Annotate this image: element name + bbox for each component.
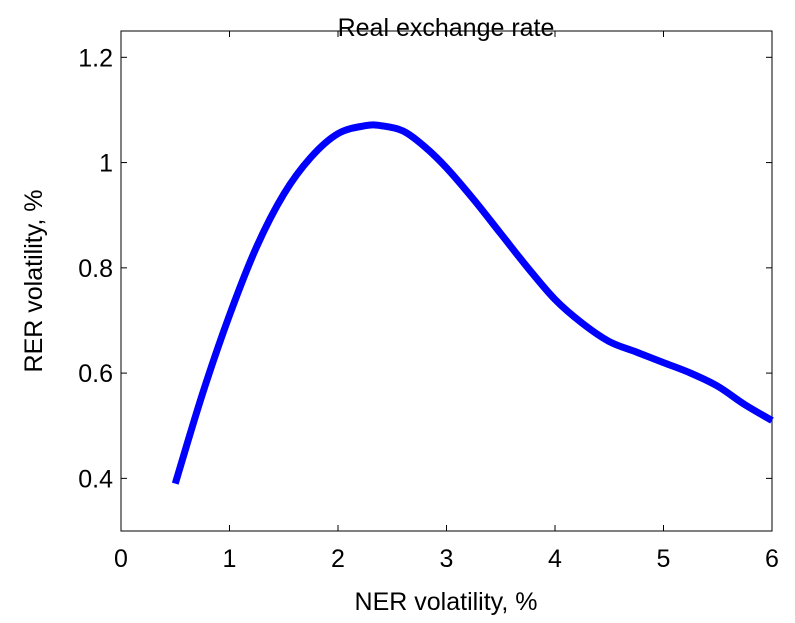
x-tick-label: 3 <box>440 545 454 573</box>
chart-title: Real exchange rate <box>338 14 555 42</box>
plot-area-frame <box>120 30 773 532</box>
y-axis-label: RER volatility, % <box>20 190 48 373</box>
x-tick-label: 6 <box>765 545 779 573</box>
y-tick-label: 0.4 <box>78 465 113 493</box>
series-line <box>171 121 774 485</box>
x-tick-label: 5 <box>657 545 671 573</box>
y-tick-label: 0.6 <box>78 360 113 388</box>
y-tick-label: 1 <box>99 150 113 178</box>
x-tick-label: 0 <box>114 545 128 573</box>
x-tick-label: 1 <box>223 545 237 573</box>
y-tick-label: 1.2 <box>78 44 113 72</box>
series-group <box>171 121 774 485</box>
x-tick-label: 4 <box>548 545 562 573</box>
x-tick-label: 2 <box>331 545 345 573</box>
x-axis-label: NER volatility, % <box>355 588 538 616</box>
axis-ticks: 0 1 2 3 4 5 6 0.4 0.6 0.8 1 1.2 <box>78 31 779 573</box>
y-tick-label: 0.8 <box>78 255 113 283</box>
